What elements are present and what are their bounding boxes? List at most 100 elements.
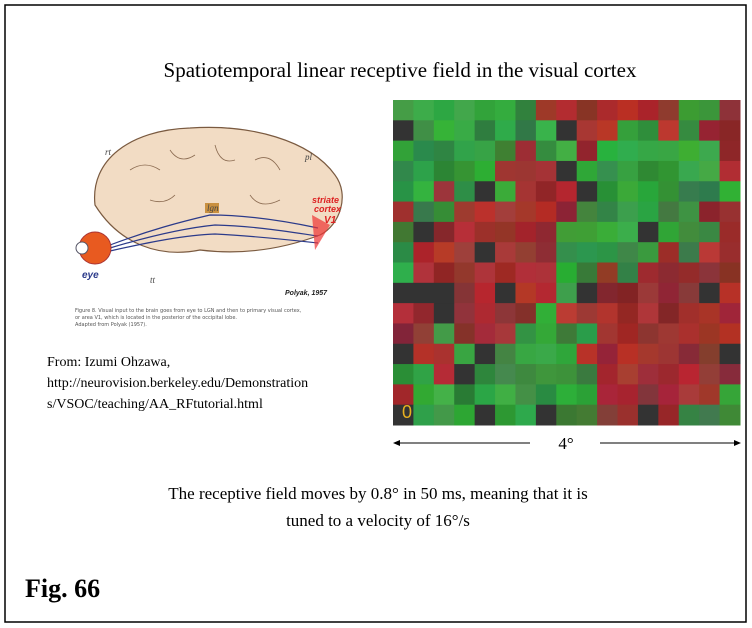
map-cell <box>433 160 455 182</box>
map-cell <box>637 303 659 324</box>
map-cell <box>413 303 435 324</box>
map-cell <box>495 282 516 304</box>
map-cell <box>454 303 476 324</box>
map-cell <box>535 120 557 142</box>
map-cell <box>515 242 537 263</box>
map-cell <box>433 303 455 324</box>
brain-label: V1 <box>324 215 337 226</box>
map-cell <box>576 364 598 385</box>
map-cell <box>576 343 598 365</box>
map-cell <box>495 160 516 182</box>
map-cell <box>678 181 700 203</box>
map-cell <box>699 323 721 345</box>
map-cell <box>515 343 537 365</box>
map-cell <box>515 140 537 162</box>
map-cell <box>658 343 680 365</box>
map-cell <box>719 160 741 182</box>
map-cell <box>617 364 639 385</box>
map-cell <box>617 282 639 304</box>
map-cell <box>699 181 721 203</box>
map-cell <box>597 404 619 426</box>
map-cell <box>495 384 516 406</box>
map-cell <box>678 100 700 121</box>
map-cell <box>678 120 700 142</box>
map-cell <box>597 364 619 385</box>
map-cell <box>393 262 414 284</box>
map-cell <box>433 181 455 203</box>
map-cell <box>658 201 680 223</box>
map-cell <box>576 100 598 121</box>
map-cell <box>495 120 516 142</box>
map-cell <box>495 100 516 121</box>
map-cell <box>617 181 639 203</box>
map-cell <box>719 201 741 223</box>
map-cell <box>678 201 700 223</box>
map-cell <box>413 323 435 345</box>
map-cell <box>515 221 537 243</box>
map-cell <box>474 242 496 263</box>
map-cell <box>617 242 639 263</box>
map-cell <box>413 160 435 182</box>
map-cell <box>515 404 537 426</box>
map-cell <box>637 181 659 203</box>
map-cell <box>433 100 455 121</box>
map-cell <box>393 364 414 385</box>
map-cell <box>617 262 639 284</box>
map-cell <box>393 303 414 324</box>
optic-radiation <box>109 214 319 252</box>
map-cell <box>393 282 414 304</box>
map-cell <box>678 404 700 426</box>
map-cell <box>678 323 700 345</box>
map-cell <box>556 120 578 142</box>
map-cell <box>515 181 537 203</box>
brain-label: lgn <box>207 203 219 213</box>
map-cell <box>433 384 455 406</box>
brain-sulci <box>129 144 281 205</box>
map-cell <box>699 100 721 121</box>
map-cell <box>617 201 639 223</box>
map-cell <box>413 262 435 284</box>
map-cell <box>719 221 741 243</box>
brain-source: Polyak, 1957 <box>285 290 328 297</box>
description-line: The receptive field moves by 0.8° in 50 … <box>168 484 587 503</box>
map-cell <box>413 404 435 426</box>
map-cell <box>535 201 557 223</box>
arrow-head <box>734 440 741 446</box>
map-cell <box>474 384 496 406</box>
map-cell <box>556 364 578 385</box>
map-cell <box>678 140 700 162</box>
map-cell <box>556 384 578 406</box>
map-cell <box>576 181 598 203</box>
map-cell <box>617 404 639 426</box>
credit-line: s/VSOC/teaching/AA_RFtutorial.html <box>47 397 263 412</box>
map-cell <box>576 323 598 345</box>
map-cell <box>393 181 414 203</box>
map-cell <box>535 242 557 263</box>
map-cell <box>535 282 557 304</box>
map-cell <box>515 282 537 304</box>
map-cell <box>495 242 516 263</box>
map-cell <box>433 262 455 284</box>
map-cell <box>413 181 435 203</box>
map-cell <box>637 242 659 263</box>
map-cell <box>597 303 619 324</box>
map-cell <box>474 282 496 304</box>
map-cell <box>678 242 700 263</box>
map-cell <box>556 181 578 203</box>
brain-label: eye <box>82 270 99 281</box>
map-cell <box>699 404 721 426</box>
map-cell <box>393 100 414 121</box>
map-cell <box>393 140 414 162</box>
map-cell <box>719 140 741 162</box>
map-cell <box>495 343 516 365</box>
map-cell <box>474 120 496 142</box>
map-cell <box>699 364 721 385</box>
map-cell <box>515 201 537 223</box>
map-cell <box>495 323 516 345</box>
map-cell <box>556 343 578 365</box>
map-cell <box>454 282 476 304</box>
map-cell <box>678 282 700 304</box>
map-cell <box>474 323 496 345</box>
map-cell <box>495 140 516 162</box>
brain-label: pl <box>304 152 313 162</box>
